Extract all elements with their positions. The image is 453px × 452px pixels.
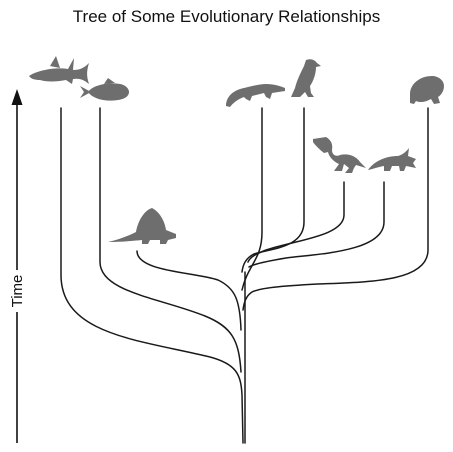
bird-branch [241,107,305,273]
dimetrodon-branch [136,250,242,331]
time-axis-arrowhead [11,89,23,105]
frog-branch [242,107,429,311]
triceratops-icon [368,148,416,171]
crocodile-icon [226,84,285,107]
fish-branch [99,107,242,373]
triceratops-branch [248,181,385,268]
time-axis: Time [9,89,26,443]
time-axis-label: Time [9,275,26,308]
tree-branches [60,107,429,444]
bird-icon [291,59,321,97]
frog-icon [410,76,444,104]
fish-icon [80,78,129,101]
dinosaur-icon [313,137,366,173]
shark-branch [60,107,244,444]
crocodile-branch [241,107,263,291]
dimetrodon-icon [108,208,176,244]
shark-icon [29,56,89,84]
page-title: Tree of Some Evolutionary Relationships [72,7,381,26]
dinosaur-branch [247,181,345,263]
